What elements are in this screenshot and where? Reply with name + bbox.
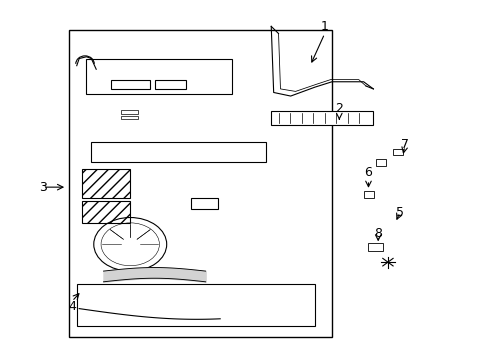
Bar [271, 111, 372, 125]
Bar [368, 243, 382, 251]
Text: 3: 3 [39, 181, 46, 194]
Bar [154, 80, 186, 89]
Text: 5: 5 [395, 206, 403, 219]
Text: 7: 7 [400, 138, 408, 151]
Text: 8: 8 [373, 227, 382, 240]
Text: 4: 4 [68, 300, 76, 313]
Bar [86, 59, 232, 94]
Bar [375, 159, 386, 166]
Bar [120, 116, 137, 119]
Text: 6: 6 [364, 166, 372, 179]
Bar [120, 111, 137, 114]
Bar [111, 80, 149, 89]
Text: 1: 1 [320, 20, 328, 33]
Bar [191, 198, 217, 208]
Bar [81, 202, 130, 223]
Bar [392, 149, 403, 155]
Bar [69, 30, 331, 337]
Bar [81, 169, 130, 198]
Bar [91, 143, 266, 162]
Bar [77, 284, 314, 327]
Bar [363, 192, 373, 198]
Text: 2: 2 [335, 102, 343, 115]
